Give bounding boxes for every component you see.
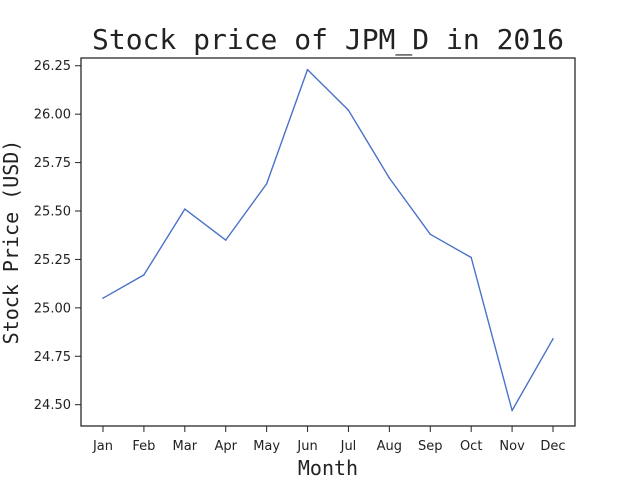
data-point (184, 208, 186, 210)
x-tick-label: Feb (132, 439, 155, 454)
data-point (347, 109, 350, 112)
data-point (388, 177, 391, 179)
data-point (102, 297, 104, 299)
x-tick-label: Dec (540, 439, 565, 454)
data-point (470, 256, 472, 259)
data-point (306, 68, 309, 71)
series-layer (102, 68, 554, 412)
x-tick-label: Mar (173, 439, 198, 454)
x-tick-label: Jun (296, 439, 317, 454)
data-point (511, 409, 513, 412)
series-line (102, 68, 554, 412)
y-tick-label: 26.25 (34, 59, 71, 74)
x-tick-label: Oct (460, 439, 482, 454)
x-tick-label: Jan (92, 439, 113, 454)
y-tick-label: 25.25 (34, 253, 71, 268)
x-axis: Jan Feb Mar Apr May Jun Jul Aug Sep Oct Nov Dec (92, 426, 566, 454)
y-tick-label: 25.75 (34, 156, 71, 171)
x-tick-label: Apr (214, 439, 237, 454)
y-tick-label: 24.50 (34, 398, 71, 413)
x-tick-label: May (253, 439, 280, 454)
y-axis: 24.50 24.75 25.00 25.25 25.50 25.75 26.00 26.25 (34, 59, 81, 413)
data-point (552, 338, 554, 340)
y-tick-label: 26.00 (34, 108, 71, 123)
y-tick-label: 24.75 (34, 350, 71, 365)
data-point (265, 183, 268, 185)
plot-area-frame (80, 57, 576, 427)
x-tick-label: Aug (377, 439, 402, 454)
chart-title: Stock price of JPM_D in 2016 (92, 23, 564, 57)
x-tick-label: Jul (340, 439, 357, 454)
data-point (224, 239, 227, 241)
y-tick-label: 25.00 (34, 301, 71, 316)
data-point (143, 274, 145, 276)
y-axis-label: Stock Price (USD) (0, 140, 23, 345)
x-tick-label: Sep (418, 439, 443, 454)
y-tick-label: 25.50 (34, 205, 71, 220)
x-axis-label: Month (298, 456, 358, 480)
x-tick-label: Nov (499, 439, 525, 454)
data-point (429, 233, 432, 236)
